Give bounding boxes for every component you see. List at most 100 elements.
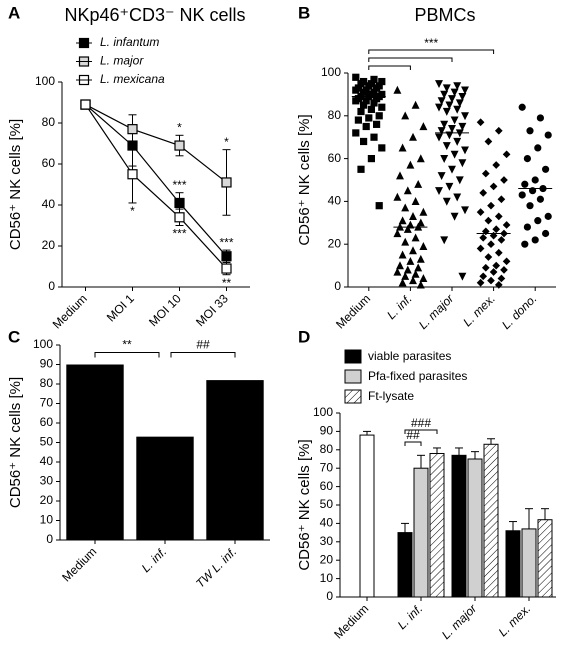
marker (378, 103, 386, 111)
marker (411, 100, 420, 109)
marker (396, 261, 404, 270)
marker (450, 150, 459, 159)
marker (523, 155, 532, 163)
significance-bracket (94, 352, 160, 358)
significance: ** (222, 276, 232, 290)
marker (360, 137, 368, 146)
marker (445, 101, 454, 110)
marker (221, 263, 232, 274)
marker (352, 97, 360, 105)
marker (174, 140, 185, 151)
marker (487, 276, 495, 285)
y-tick-label: 100 (35, 74, 55, 88)
marker (494, 248, 503, 257)
y-tick-label: 40 (328, 194, 342, 208)
marker (534, 144, 542, 152)
y-tick-label: 40 (42, 197, 56, 211)
marker (419, 122, 428, 131)
marker (494, 212, 503, 221)
legend-swatch (344, 389, 362, 404)
legend-label: L. major (100, 54, 144, 68)
y-tick-label: 0 (46, 532, 53, 546)
marker (497, 195, 506, 204)
x-tick-label: MOI 1 (104, 291, 137, 324)
marker (502, 257, 511, 266)
marker (357, 107, 365, 116)
significance-bracket (368, 49, 495, 54)
significance: *** (219, 235, 233, 249)
series-line (85, 104, 227, 257)
y-tick-label: 90 (40, 357, 54, 371)
bar (505, 530, 521, 598)
bar (521, 528, 537, 598)
marker (393, 85, 402, 94)
marker (401, 111, 410, 120)
marker (440, 236, 449, 245)
y-tick-label: 20 (320, 552, 334, 566)
bar (206, 380, 264, 540)
marker (458, 159, 467, 168)
x-tick-label: Medium (59, 544, 99, 584)
marker (406, 256, 415, 265)
marker (453, 193, 462, 202)
marker (479, 233, 488, 242)
y-tick-label: 60 (328, 151, 342, 165)
marker (440, 90, 449, 99)
marker (544, 212, 552, 220)
marker (409, 132, 417, 141)
x-tick-label: L. mex. (460, 291, 498, 329)
marker (416, 154, 425, 163)
bar (429, 452, 445, 598)
y-axis-label: CD56⁺ NK cells [%] (296, 114, 313, 245)
x-tick-label: L. inf. (384, 291, 415, 322)
marker (403, 186, 412, 195)
y-tick-label: 0 (326, 589, 333, 603)
y-tick-label: 20 (40, 493, 54, 507)
marker (437, 127, 446, 136)
marker (174, 212, 185, 223)
y-tick-label: 20 (328, 236, 342, 250)
marker (448, 165, 456, 174)
bar (136, 436, 194, 540)
marker (362, 122, 370, 131)
marker (409, 212, 417, 220)
marker (500, 266, 508, 274)
significance: * (224, 135, 229, 149)
y-tick-label: 0 (48, 279, 55, 293)
marker (416, 218, 425, 227)
significance-bracket (368, 57, 453, 62)
marker (375, 112, 383, 120)
x-tick-label: Medium (50, 291, 90, 331)
marker (442, 84, 451, 93)
marker (445, 131, 454, 140)
y-tick-label: 80 (42, 115, 56, 129)
marker (531, 236, 539, 244)
y-tick-label: 0 (334, 279, 341, 293)
y-tick-label: 40 (40, 454, 54, 468)
marker (221, 251, 232, 262)
marker (370, 99, 378, 107)
marker (453, 105, 462, 114)
significance: * (177, 120, 182, 134)
marker (398, 278, 407, 287)
marker (440, 120, 449, 129)
marker (419, 274, 428, 283)
marker (450, 212, 459, 221)
marker (536, 195, 545, 203)
marker (479, 188, 488, 197)
y-tick-label: 60 (320, 479, 334, 493)
marker (521, 240, 529, 248)
marker (378, 144, 386, 152)
marker (492, 161, 501, 169)
bar (413, 467, 429, 598)
marker (450, 88, 459, 97)
marker (367, 105, 375, 113)
legend-swatch (344, 349, 362, 364)
legend-swatch (344, 369, 362, 384)
marker (461, 112, 469, 121)
significance: *** (172, 227, 186, 241)
y-tick-label: 20 (42, 238, 56, 252)
marker (476, 244, 485, 253)
y-tick-label: 80 (40, 376, 54, 390)
